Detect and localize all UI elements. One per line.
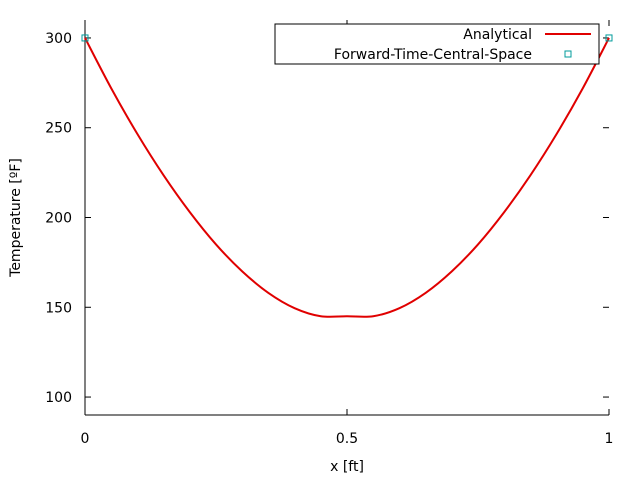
series-layer [81,34,613,318]
y-tick-label: 300 [45,31,72,47]
x-axis-label: x [ft] [330,459,364,475]
legend-box [274,23,600,65]
legend: Analytical Forward-Time-Central-Space [274,23,600,65]
legend-marker-swatch [564,50,572,58]
x-tick-label: 0 [81,431,90,447]
axes: 100 150 200 250 300 0 0.5 1 [45,20,613,447]
y-tick-label: 200 [45,211,72,227]
y-tick-label: 250 [45,121,72,137]
ftcs-data-point [81,34,89,42]
legend-entry-label: Analytical [463,27,532,43]
x-tick-label: 0.5 [336,431,358,447]
y-axis-label: Temperature [ºF] [8,158,24,278]
analytical-series-line [84,37,610,318]
ftcs-data-point [605,34,613,42]
y-tick-label: 150 [45,300,72,316]
legend-entry-label: Forward-Time-Central-Space [334,47,532,63]
x-tick-label: 1 [605,431,614,447]
y-tick-label: 100 [45,390,72,406]
